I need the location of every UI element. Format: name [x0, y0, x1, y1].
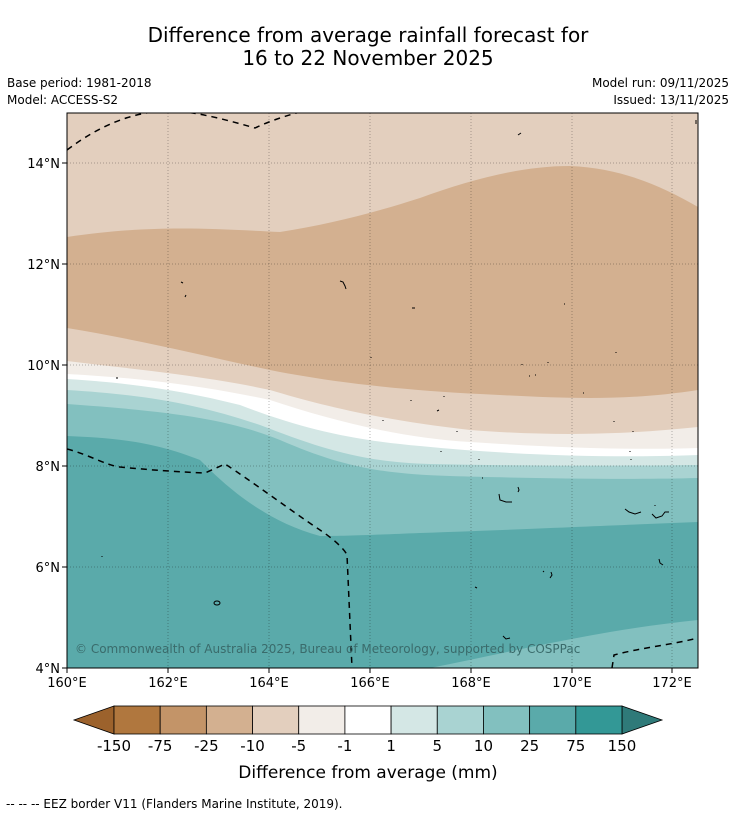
colorbar-tick-labels: -150 -75 -25 -10 -5 -1 1 5 10 25 75 150 [97, 737, 636, 755]
colorbar-swatch [575, 705, 623, 735]
colorbar-swatch [113, 705, 161, 735]
colorbar-swatch [436, 705, 484, 735]
colorbar-swatch [298, 705, 346, 735]
colorbar-label: Difference from average (mm) [238, 763, 497, 783]
colorbar-tick-label: 5 [432, 737, 442, 755]
colorbar-tick-label: -150 [97, 737, 131, 755]
lat-label-12n: 12°N [27, 258, 60, 273]
colorbar-tick-label: 150 [608, 737, 637, 755]
colorbar-tick-label: 25 [520, 737, 539, 755]
lon-label-160e: 160°E [47, 676, 87, 691]
colorbar-swatch [390, 705, 438, 735]
copyright-notice: © Commonwealth of Australia 2025, Bureau… [75, 642, 580, 656]
colorbar-swatch [529, 705, 577, 735]
issued-date: Issued: 13/11/2025 [613, 93, 729, 107]
colorbar-tick-label: 75 [566, 737, 585, 755]
lat-label-6n: 6°N [36, 561, 61, 576]
eez-legend-text: -- -- -- EEZ border V11 (Flanders Marine… [6, 797, 343, 811]
lat-label-10n: 10°N [27, 359, 60, 374]
contour-field [67, 113, 698, 668]
lon-label-166e: 166°E [350, 676, 390, 691]
colorbar-tick-label: -1 [337, 737, 352, 755]
map-title-line-1: Difference from average rainfall forecas… [147, 23, 589, 47]
colorbar-tick-label: -5 [291, 737, 306, 755]
map-frame [66, 112, 699, 669]
model-name: Model: ACCESS-S2 [7, 93, 119, 107]
colorbar-extend-high [621, 705, 664, 735]
islands [101, 120, 697, 640]
map-title-line-2: 16 to 22 November 2025 [242, 46, 494, 70]
base-period: Base period: 1981-2018 [7, 76, 152, 90]
lon-label-168e: 168°E [451, 676, 491, 691]
colorbar-tick-label: -10 [240, 737, 265, 755]
colorbar-swatch [159, 705, 207, 735]
graticule [67, 113, 698, 668]
colorbar-swatch [344, 705, 392, 735]
colorbar-tick-label: 1 [386, 737, 396, 755]
colorbar-tick-label: 10 [474, 737, 493, 755]
colorbar-extend-low [72, 705, 115, 735]
colorbar-swatch [252, 705, 300, 735]
colorbar-tick-label: -75 [148, 737, 173, 755]
colorbar-tick-label: -25 [194, 737, 219, 755]
lon-label-164e: 164°E [249, 676, 289, 691]
colorbar-swatch [205, 705, 253, 735]
colorbar-swatch [483, 705, 531, 735]
band-10-25-southeast [430, 620, 698, 668]
lon-label-170e: 170°E [552, 676, 592, 691]
colorbar [72, 705, 664, 735]
lat-label-8n: 8°N [36, 460, 61, 475]
lon-label-162e: 162°E [148, 676, 188, 691]
lat-label-14n: 14°N [27, 157, 60, 172]
lat-label-4n: 4°N [36, 662, 61, 677]
lon-label-172e: 172°E [652, 676, 692, 691]
axis-ticks [62, 162, 673, 673]
band-minus25-minus10 [67, 166, 698, 398]
model-run: Model run: 09/11/2025 [591, 76, 729, 90]
